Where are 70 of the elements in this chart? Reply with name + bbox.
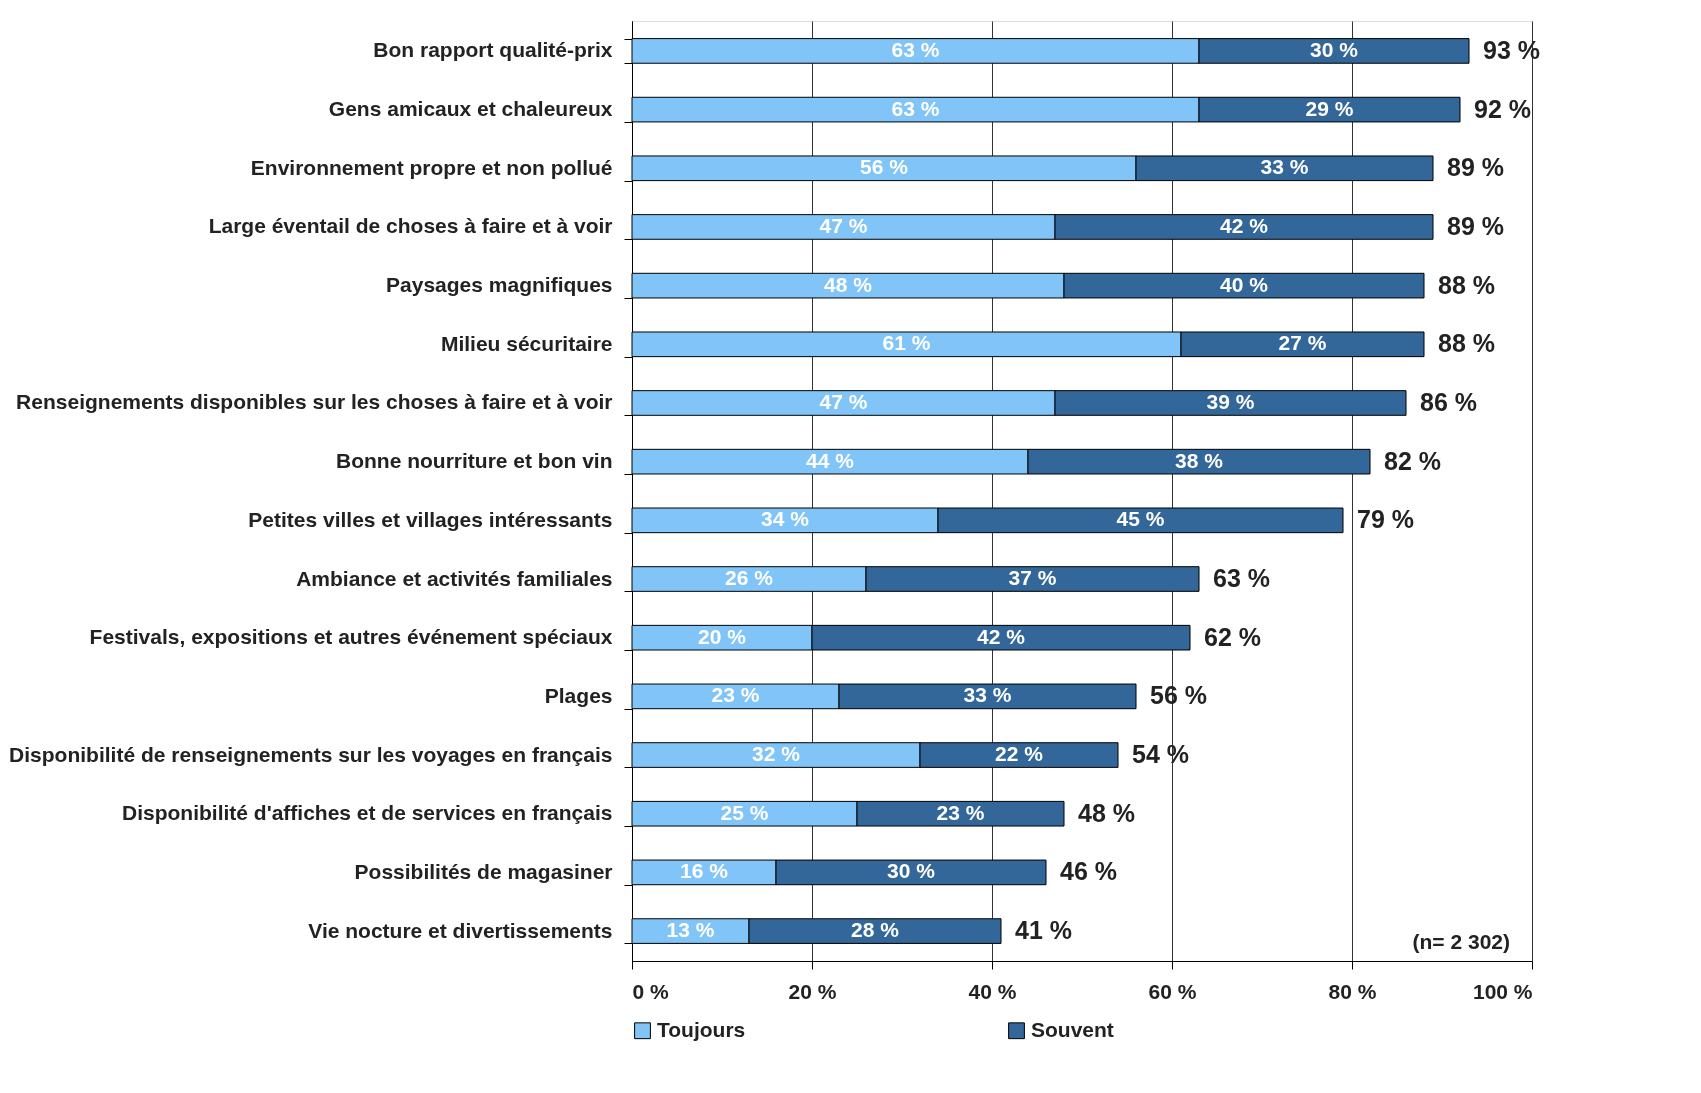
data-label: 34 % <box>761 507 810 531</box>
y-tick-label: Large éventail de choses à faire et à voir <box>208 214 613 238</box>
y-tick-label: Renseignements disponibles sur les choses à faire et à voir <box>16 390 613 414</box>
data-label: 33 % <box>963 683 1012 707</box>
data-label: 23 % <box>711 683 760 707</box>
data-label: 39 % <box>1206 389 1255 413</box>
annotation: (n= 2 302) <box>1412 930 1510 953</box>
data-label: 40 % <box>1220 272 1269 296</box>
y-tick-label: Milieu sécuritaire <box>440 331 613 355</box>
data-label: 48 % <box>824 272 873 296</box>
data-label: 30 % <box>1310 37 1359 61</box>
data-label: 29 % <box>1305 96 1354 120</box>
x-tick-label: 40 % <box>968 979 1017 1003</box>
x-tick-label: 0 % <box>632 979 670 1003</box>
y-tick-label: Petites villes et villages intéressants <box>248 507 613 531</box>
data-label: 47 % <box>819 213 868 237</box>
data-label: 25 % <box>720 800 769 824</box>
data-label: 28 % <box>851 918 900 942</box>
data-label: 38 % <box>1175 448 1224 472</box>
y-tick-label: Ambiance et activités familiales <box>296 566 613 590</box>
total-label: 89 % <box>1447 211 1504 240</box>
y-tick-label: Gens amicaux et chaleureux <box>328 97 613 121</box>
data-label: 13 % <box>666 918 715 942</box>
data-label: 61 % <box>882 331 931 355</box>
data-label: 47 % <box>819 389 868 413</box>
y-tick-label: Disponibilité de renseignements sur les voyages en français <box>9 742 613 766</box>
data-label: 44 % <box>806 448 855 472</box>
total-label: 79 % <box>1357 505 1414 534</box>
total-label: 63 % <box>1213 564 1270 593</box>
y-tick-label: Environnement propre et non pollué <box>250 155 613 179</box>
x-tick-label: 80 % <box>1328 979 1377 1003</box>
total-label: 89 % <box>1447 153 1504 182</box>
y-tick-label: Festivals, expositions et autres événement spéciaux <box>89 625 613 649</box>
data-label: 33 % <box>1260 155 1309 179</box>
y-tick-label: Bonne nourriture et bon vin <box>336 449 613 473</box>
y-tick-label: Plages <box>544 683 613 707</box>
data-label: 22 % <box>995 742 1044 766</box>
data-label: 56 % <box>860 155 909 179</box>
data-label: 16 % <box>680 859 729 883</box>
y-tick-label: Paysages magnifiques <box>386 273 613 297</box>
y-tick-label: Possibilités de magasiner <box>354 859 613 883</box>
data-label: 63 % <box>891 37 940 61</box>
data-label: 37 % <box>1008 566 1057 590</box>
data-label: 42 % <box>1220 213 1269 237</box>
total-label: 92 % <box>1474 94 1531 123</box>
total-label: 41 % <box>1015 916 1072 945</box>
y-tick-label: Bon rapport qualité-prix <box>373 38 613 62</box>
total-label: 88 % <box>1438 270 1495 299</box>
total-label: 88 % <box>1438 329 1495 358</box>
data-label: 23 % <box>936 800 985 824</box>
total-label: 86 % <box>1420 387 1477 416</box>
data-label: 26 % <box>725 566 774 590</box>
data-label: 45 % <box>1116 507 1165 531</box>
data-label: 32 % <box>752 742 801 766</box>
data-label: 20 % <box>698 624 747 648</box>
y-tick-label: Vie nocture et divertissements <box>308 918 613 942</box>
data-label: 63 % <box>891 96 940 120</box>
total-label: 46 % <box>1060 857 1117 886</box>
x-tick-label: 20 % <box>788 979 837 1003</box>
total-label: 48 % <box>1078 798 1135 827</box>
data-label: 27 % <box>1278 331 1327 355</box>
total-label: 82 % <box>1384 446 1441 475</box>
legend-label: Toujours <box>657 1017 746 1041</box>
data-label: 42 % <box>977 624 1026 648</box>
total-label: 62 % <box>1204 622 1261 651</box>
data-label: 30 % <box>887 859 936 883</box>
x-tick-label: 60 % <box>1148 979 1197 1003</box>
x-tick-label: 100 % <box>1472 979 1533 1003</box>
legend-label: Souvent <box>1031 1017 1114 1041</box>
y-tick-label: Disponibilité d'affiches et de services en français <box>121 801 613 825</box>
